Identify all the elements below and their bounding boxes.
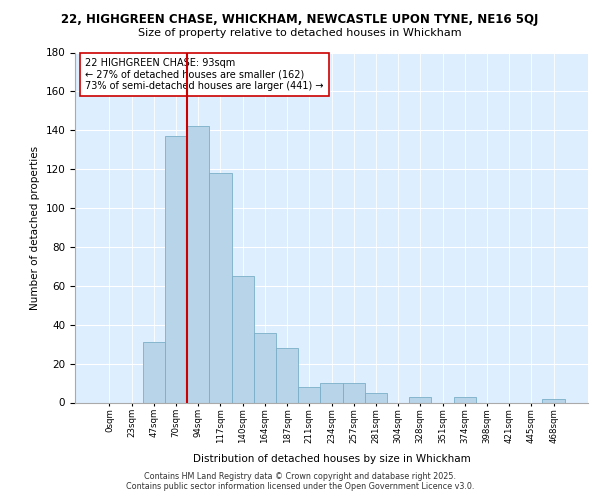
Bar: [298, 387, 320, 402]
Bar: [165, 136, 187, 402]
Bar: [454, 396, 476, 402]
Bar: [209, 173, 232, 402]
X-axis label: Distribution of detached houses by size in Whickham: Distribution of detached houses by size …: [193, 454, 470, 464]
Bar: [276, 348, 298, 403]
Text: Size of property relative to detached houses in Whickham: Size of property relative to detached ho…: [138, 28, 462, 38]
Bar: [143, 342, 165, 402]
Bar: [187, 126, 209, 402]
Y-axis label: Number of detached properties: Number of detached properties: [30, 146, 40, 310]
Text: 22, HIGHGREEN CHASE, WHICKHAM, NEWCASTLE UPON TYNE, NE16 5QJ: 22, HIGHGREEN CHASE, WHICKHAM, NEWCASTLE…: [61, 12, 539, 26]
Bar: [232, 276, 254, 402]
Text: 22 HIGHGREEN CHASE: 93sqm
← 27% of detached houses are smaller (162)
73% of semi: 22 HIGHGREEN CHASE: 93sqm ← 27% of detac…: [85, 58, 324, 91]
Bar: [365, 393, 387, 402]
Bar: [343, 383, 365, 402]
Bar: [409, 396, 431, 402]
Bar: [542, 398, 565, 402]
Bar: [254, 332, 276, 402]
Text: Contains HM Land Registry data © Crown copyright and database right 2025.
Contai: Contains HM Land Registry data © Crown c…: [126, 472, 474, 491]
Bar: [320, 383, 343, 402]
